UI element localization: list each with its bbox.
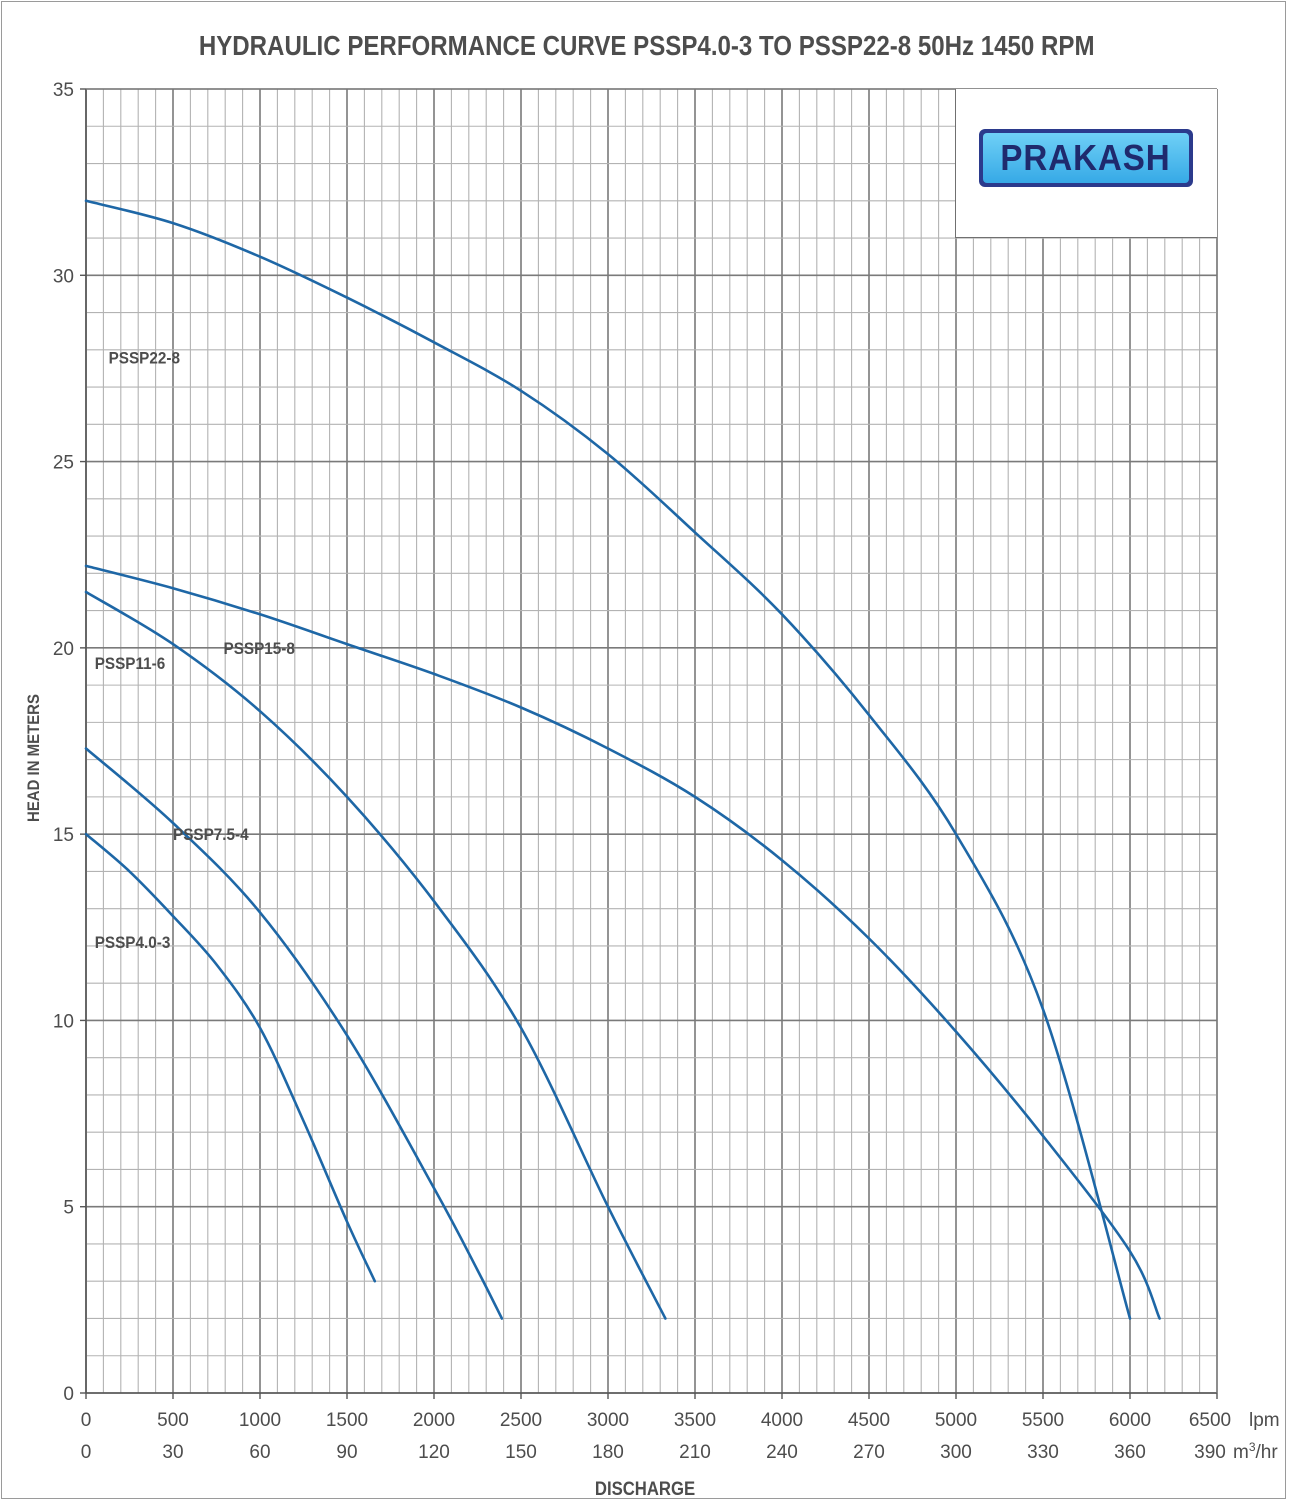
x-tick-label-m3hr: 390 bbox=[1194, 1442, 1226, 1463]
x-tick-label-lpm: 5500 bbox=[1022, 1410, 1064, 1431]
y-tick-label: 30 bbox=[53, 266, 74, 287]
x-tick-label-m3hr: 90 bbox=[336, 1442, 357, 1463]
x-tick-label-lpm: 6000 bbox=[1109, 1410, 1151, 1431]
x-tick-label-m3hr: 240 bbox=[766, 1442, 798, 1463]
x-tick-label-lpm: 0 bbox=[81, 1410, 92, 1431]
x-tick-label-m3hr: 270 bbox=[853, 1442, 885, 1463]
series-line-pssp22-8 bbox=[84, 199, 1132, 1320]
x-tick-label-m3hr: 30 bbox=[162, 1442, 183, 1463]
grid bbox=[85, 88, 1218, 1394]
series-label: PSSP11-6 bbox=[95, 654, 166, 673]
x-tick-label-lpm: 2000 bbox=[413, 1410, 455, 1431]
series-labels: PSSP4.0-3 PSSP7.5-4 PSSP11-6 PSSP15-8 PSSP22… bbox=[95, 349, 295, 953]
x-tick-label-lpm: 4500 bbox=[848, 1410, 890, 1431]
brand-logo-inner: PRAKASH bbox=[983, 133, 1189, 183]
chart-title: HYDRAULIC PERFORMANCE CURVE PSSP4.0-3 TO… bbox=[198, 30, 1095, 61]
x-tick-label-m3hr: 0 bbox=[81, 1442, 92, 1463]
x-axis-label: DISCHARGE bbox=[595, 1478, 695, 1499]
x-tick-label-lpm: 1000 bbox=[239, 1410, 281, 1431]
x-tick-label-m3hr: 120 bbox=[418, 1442, 450, 1463]
y-tick-label: 15 bbox=[53, 825, 74, 846]
y-tick-label: 0 bbox=[63, 1384, 74, 1405]
series-label: PSSP4.0-3 bbox=[95, 933, 171, 952]
x-tick-label-m3hr: 60 bbox=[249, 1442, 270, 1463]
series-line-pssp4-0-3 bbox=[84, 832, 377, 1283]
x-unit-m3hr: m3/hr bbox=[1233, 1440, 1278, 1463]
axes bbox=[80, 88, 1218, 1399]
x-tick-label-m3hr: 180 bbox=[592, 1442, 624, 1463]
logo-panel: PRAKASH bbox=[955, 89, 1217, 238]
x-tick-label-lpm: 500 bbox=[157, 1410, 189, 1431]
x-tick-label-m3hr: 210 bbox=[679, 1442, 711, 1463]
series-line-pssp7-5-4 bbox=[84, 747, 504, 1320]
x-tick-label-m3hr: 150 bbox=[505, 1442, 537, 1463]
y-tick-label: 25 bbox=[53, 453, 74, 474]
y-tick-label: 35 bbox=[53, 80, 74, 101]
x-tick-label-lpm: 1500 bbox=[326, 1410, 368, 1431]
y-tick-label: 5 bbox=[63, 1198, 74, 1219]
x-tick-label-lpm: 4000 bbox=[761, 1410, 803, 1431]
x-tick-label-lpm: 2500 bbox=[500, 1410, 542, 1431]
x-tick-label-lpm: 3500 bbox=[674, 1410, 716, 1431]
series-lines bbox=[84, 199, 1161, 1320]
brand-logo-text: PRAKASH bbox=[1000, 137, 1172, 178]
series-line-pssp11-6 bbox=[84, 590, 667, 1320]
x-unit-lpm: lpm bbox=[1249, 1410, 1280, 1431]
x-tick-label-m3hr: 300 bbox=[940, 1442, 972, 1463]
series-label: PSSP7.5-4 bbox=[173, 825, 249, 844]
y-tick-label: 20 bbox=[53, 639, 74, 660]
x-tick-label-m3hr: 330 bbox=[1027, 1442, 1059, 1463]
brand-logo: PRAKASH bbox=[979, 129, 1193, 187]
x-tick-label-m3hr: 360 bbox=[1114, 1442, 1146, 1463]
y-axis-label: HEAD IN METERS bbox=[25, 694, 43, 822]
x-tick-label-lpm: 6500 bbox=[1189, 1410, 1231, 1431]
y-tick-label: 10 bbox=[53, 1011, 74, 1032]
x-tick-label-lpm: 5000 bbox=[935, 1410, 977, 1431]
series-label: PSSP15-8 bbox=[224, 639, 295, 658]
series-line-pssp15-8 bbox=[84, 564, 1161, 1320]
series-label: PSSP22-8 bbox=[109, 349, 180, 368]
x-tick-label-lpm: 3000 bbox=[587, 1410, 629, 1431]
